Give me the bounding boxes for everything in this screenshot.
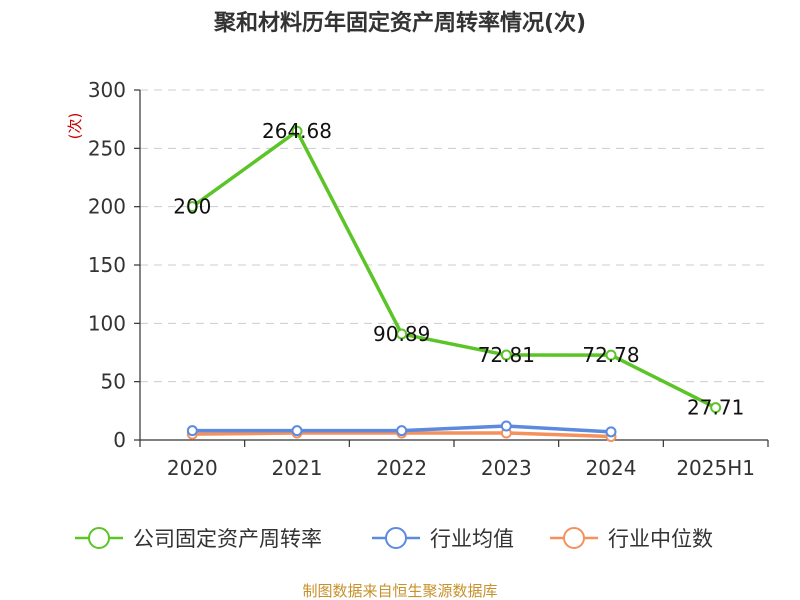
- data-label: 264.68: [262, 119, 332, 143]
- data-label-layer: 200 264.68 90.89 72.81 72.78 27.71: [173, 119, 744, 419]
- legend-label: 行业中位数: [608, 527, 713, 551]
- data-label: 27.71: [687, 396, 744, 420]
- data-point: [291, 125, 303, 137]
- data-point: [396, 425, 408, 437]
- series-line-0: [191, 129, 717, 410]
- legend-swatch-marker: [385, 527, 407, 549]
- data-point: [605, 426, 617, 438]
- y-tick-label: 300: [88, 78, 126, 102]
- x-tick-label: 2024: [586, 456, 637, 480]
- data-point: [396, 328, 408, 340]
- x-tick-label: 2020: [167, 456, 218, 480]
- y-tick-label: 100: [88, 311, 126, 335]
- source-note: 制图数据来自恒生聚源数据库: [302, 582, 497, 600]
- legend-label: 公司固定资产周转率: [133, 527, 322, 551]
- data-point: [710, 402, 722, 414]
- data-point: [605, 349, 617, 361]
- y-tick-label: 50: [101, 370, 126, 394]
- data-point: [186, 201, 198, 213]
- y-tick-label: 0: [113, 428, 126, 452]
- y-tick-label: 200: [88, 195, 126, 219]
- legend-label: 行业均值: [430, 527, 514, 551]
- data-label: 90.89: [373, 322, 430, 346]
- data-point: [500, 349, 512, 361]
- x-tick-label: 2021: [272, 456, 323, 480]
- chart-title: 聚和材料历年固定资产周转率情况(次): [213, 10, 586, 36]
- data-point: [291, 425, 303, 437]
- y-tick-label: 150: [88, 253, 126, 277]
- legend: 公司固定资产周转率 行业均值 行业中位数: [75, 527, 713, 551]
- data-label: 200: [173, 195, 211, 219]
- x-tick-label: 2023: [481, 456, 532, 480]
- data-point: [500, 420, 512, 432]
- x-tick-label: 2025H1: [676, 456, 755, 480]
- legend-swatch-marker: [88, 527, 110, 549]
- x-tick-label: 2022: [376, 456, 427, 480]
- data-label: 72.81: [478, 343, 535, 367]
- series-layer: [186, 125, 722, 442]
- grid-layer: [140, 89, 768, 383]
- y-tick-label: 250: [88, 136, 126, 160]
- data-point: [186, 425, 198, 437]
- axis-layer: 0 50 100 150 200 250 300 2020 2021 2022 2023 2024 20…: [88, 78, 769, 480]
- legend-swatch-marker: [563, 527, 585, 549]
- data-label: 72.78: [582, 343, 639, 367]
- y-axis-label: (次): [66, 113, 84, 140]
